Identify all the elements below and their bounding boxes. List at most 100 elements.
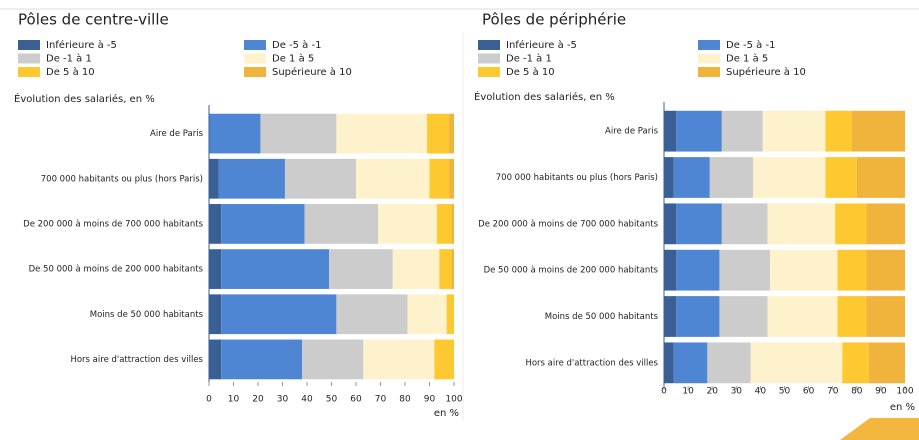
- bar-segment: [221, 339, 303, 380]
- bar-segment: [664, 249, 677, 291]
- x-tick-label: 30: [277, 395, 289, 405]
- x-tick-label: 50: [779, 387, 791, 397]
- bar-segment: [221, 204, 305, 244]
- legend-label: De 5 à 10: [46, 66, 95, 78]
- legend-swatch: [698, 40, 720, 50]
- bar-segment: [707, 342, 751, 384]
- legend-label: De -1 à 1: [506, 53, 552, 65]
- bar-segment: [221, 294, 337, 335]
- category-label: De 50 000 à moins de 200 000 habitants: [29, 265, 204, 275]
- bar-segment: [427, 113, 450, 154]
- bar-segment: [676, 296, 720, 337]
- legend-label: De -1 à 1: [46, 53, 92, 65]
- bar-segment: [762, 110, 826, 152]
- x-tick-label: 0: [206, 395, 212, 405]
- bar-segment: [709, 157, 754, 198]
- bar-segment: [209, 158, 219, 199]
- bar-segment: [719, 249, 771, 291]
- bar-segment: [434, 339, 454, 380]
- bar-segment: [837, 296, 867, 337]
- x-tick-label: 30: [731, 387, 743, 397]
- bar-segment: [835, 203, 867, 245]
- legend-label: De 1 à 5: [272, 53, 314, 65]
- legend-swatch: [478, 53, 500, 64]
- bar-segment: [429, 158, 450, 199]
- legend-swatch: [18, 40, 40, 50]
- bar-segment: [767, 203, 836, 245]
- bar-segment: [721, 110, 763, 152]
- category-label: Aire de Paris: [150, 129, 204, 139]
- decoration: [840, 418, 919, 440]
- legend-label: De -5 à -1: [272, 39, 321, 51]
- category-label: De 200 000 à moins de 700 000 habitants: [23, 219, 203, 229]
- x-tick-label: 80: [851, 387, 863, 397]
- legend-swatch: [244, 53, 266, 64]
- bar-segment: [302, 339, 364, 380]
- bar-segment: [868, 342, 905, 384]
- legend-swatch: [18, 67, 40, 77]
- legend-swatch: [478, 67, 500, 77]
- bar-segment: [449, 113, 454, 154]
- bar-segment: [407, 294, 447, 335]
- subtitle: Évolution des salariés, en %: [14, 92, 155, 105]
- bar-segment: [676, 203, 722, 245]
- legend-swatch: [478, 40, 500, 50]
- legend-swatch: [244, 67, 266, 77]
- category-label: Moins de 50 000 habitants: [90, 310, 204, 320]
- x-tick-label: 90: [424, 395, 436, 405]
- legend-label: De 5 à 10: [506, 66, 555, 78]
- bar-segment: [439, 249, 452, 289]
- bar-segment: [209, 204, 222, 244]
- bar-segment: [851, 110, 905, 152]
- bar-segment: [363, 339, 435, 380]
- bar-segment: [837, 249, 867, 291]
- bar-segment: [329, 249, 393, 289]
- bar-segment: [451, 204, 454, 244]
- bar-segment: [209, 249, 222, 289]
- bar-segment: [676, 249, 720, 291]
- bar-segment: [825, 157, 857, 198]
- axis-unit: en %: [890, 402, 915, 413]
- chart-title: Pôles de périphérie: [482, 11, 626, 29]
- x-tick-label: 90: [875, 387, 887, 397]
- category-label: Moins de 50 000 habitants: [545, 312, 659, 322]
- bar-segment: [378, 204, 437, 244]
- bar-segment: [209, 339, 222, 380]
- legend-swatch: [698, 53, 720, 64]
- bar-segment: [260, 113, 337, 154]
- bar-segment: [664, 296, 677, 337]
- axis-unit: en %: [434, 408, 459, 419]
- category-label: Hors aire d'attraction des villes: [525, 358, 658, 368]
- bar-segment: [866, 203, 905, 245]
- bar-segment: [218, 158, 285, 199]
- bar-segment: [336, 294, 408, 335]
- bar-segment: [209, 294, 222, 335]
- bar-segment: [770, 249, 838, 291]
- category-label: De 200 000 à moins de 700 000 habitants: [478, 219, 658, 229]
- legend-label: Inférieure à -5: [506, 39, 577, 51]
- bar-segment: [866, 249, 905, 291]
- bar-segment: [284, 158, 356, 199]
- x-tick-label: 70: [375, 395, 387, 405]
- bar-segment: [866, 296, 905, 337]
- x-tick-label: 10: [228, 395, 240, 405]
- bar-segment: [449, 158, 454, 199]
- bar-segment: [392, 249, 440, 289]
- bar-segment: [664, 110, 677, 152]
- bar-segment: [753, 157, 826, 198]
- category-label: 700 000 habitants ou plus (hors Paris): [496, 173, 658, 183]
- bar-segment: [451, 249, 454, 289]
- chart-title: Pôles de centre-ville: [18, 11, 169, 29]
- category-label: Aire de Paris: [605, 127, 659, 137]
- bar-segment: [209, 113, 261, 154]
- legend-swatch: [698, 67, 720, 77]
- x-tick-label: 20: [706, 387, 718, 397]
- bar-segment: [676, 110, 722, 152]
- x-tick-label: 20: [252, 395, 264, 405]
- legend-label: Supérieure à 10: [726, 66, 806, 78]
- bar-segment: [664, 342, 674, 384]
- bar-segment: [664, 203, 677, 245]
- bar-segment: [721, 203, 768, 245]
- category-label: 700 000 habitants ou plus (hors Paris): [41, 174, 203, 184]
